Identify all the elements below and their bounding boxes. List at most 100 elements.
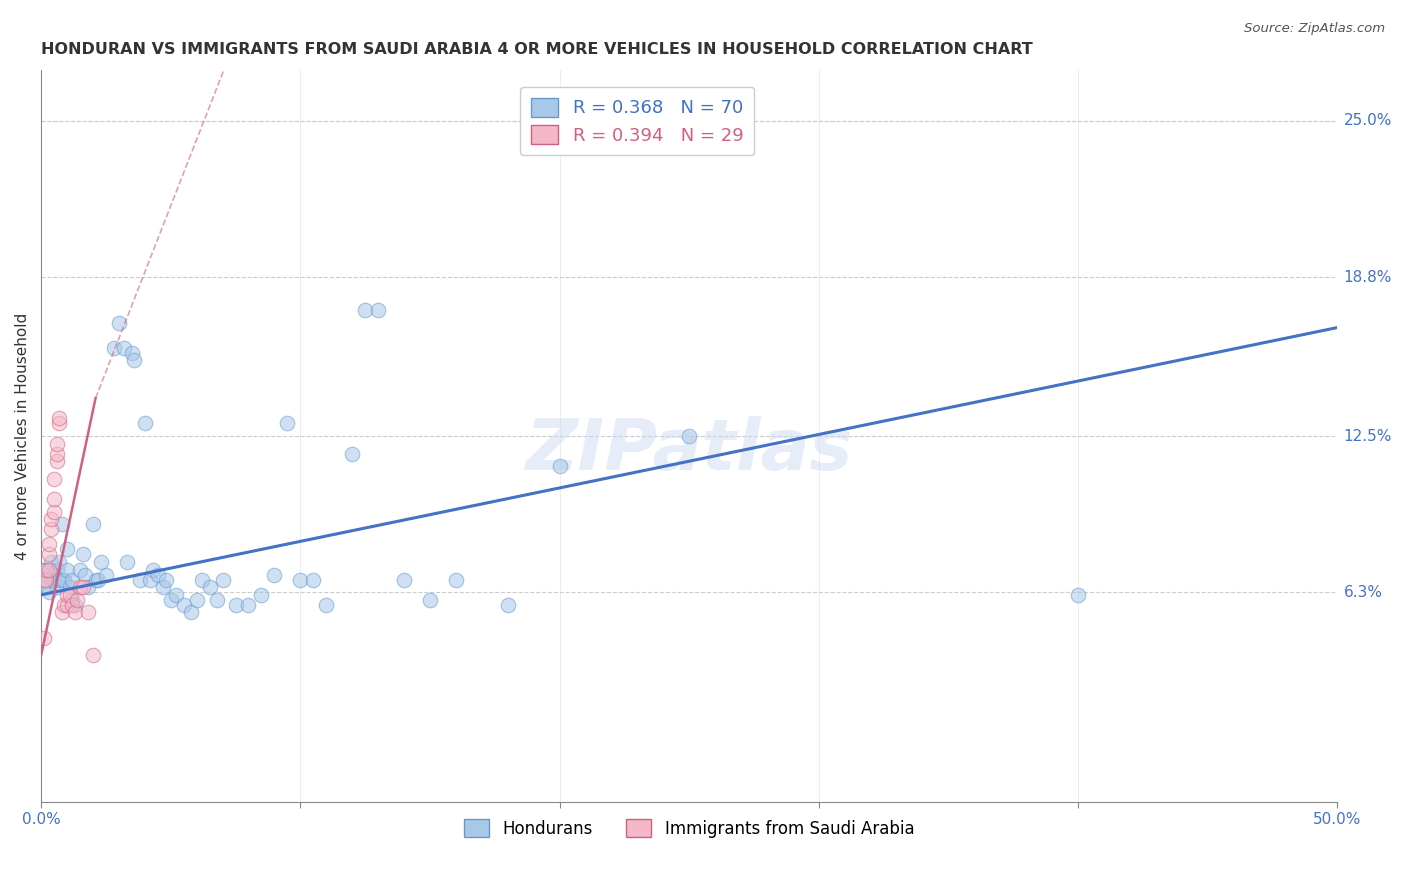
Y-axis label: 4 or more Vehicles in Household: 4 or more Vehicles in Household [15, 312, 30, 559]
Point [60, 573, 83, 587]
Point [367, 302, 389, 317]
Point [165, 588, 187, 602]
Point [48, 411, 70, 425]
Point [63, 598, 86, 612]
Point [72, 548, 94, 562]
Point [59, 580, 82, 594]
Point [76, 580, 98, 594]
Point [82, 517, 104, 532]
Point [60, 598, 83, 612]
Point [354, 302, 377, 317]
Point [159, 593, 181, 607]
Point [32, 563, 55, 577]
Point [152, 580, 174, 594]
Point [75, 567, 97, 582]
Text: 18.8%: 18.8% [1344, 269, 1392, 285]
Point [142, 563, 165, 577]
Point [191, 573, 214, 587]
Point [115, 555, 138, 569]
Point [45, 454, 67, 468]
Point [51, 606, 73, 620]
Point [69, 580, 91, 594]
Point [42, 505, 65, 519]
Point [42, 573, 65, 587]
Point [207, 593, 229, 607]
Point [139, 573, 162, 587]
Point [238, 598, 260, 612]
Point [38, 537, 60, 551]
Point [128, 573, 150, 587]
Point [155, 573, 177, 587]
Point [42, 491, 65, 506]
Point [41, 573, 63, 587]
Point [56, 598, 79, 612]
Point [53, 598, 76, 612]
Point [146, 567, 169, 582]
Point [76, 606, 98, 620]
Point [108, 316, 131, 330]
Text: 12.5%: 12.5% [1344, 428, 1392, 443]
Point [82, 648, 104, 663]
Point [290, 573, 312, 587]
Point [124, 353, 146, 368]
Point [678, 429, 700, 443]
Text: Source: ZipAtlas.com: Source: ZipAtlas.com [1244, 22, 1385, 36]
Point [211, 573, 233, 587]
Point [32, 573, 55, 587]
Text: 25.0%: 25.0% [1344, 113, 1392, 128]
Point [38, 585, 60, 599]
Point [45, 563, 67, 577]
Point [38, 563, 60, 577]
Point [59, 588, 82, 602]
Point [41, 512, 63, 526]
Point [48, 417, 70, 431]
Point [56, 588, 79, 602]
Point [48, 573, 70, 587]
Point [496, 598, 519, 612]
Point [112, 341, 135, 355]
Point [186, 593, 208, 607]
Point [103, 341, 125, 355]
Point [41, 555, 63, 569]
Point [134, 417, 156, 431]
Point [250, 588, 273, 602]
Point [419, 593, 441, 607]
Point [51, 517, 73, 532]
Point [35, 563, 58, 577]
Point [180, 606, 202, 620]
Point [84, 573, 107, 587]
Point [41, 522, 63, 536]
Point [72, 580, 94, 594]
Point [66, 593, 89, 607]
Point [548, 459, 571, 474]
Point [45, 447, 67, 461]
Point [198, 580, 221, 594]
Text: 6.3%: 6.3% [1344, 585, 1382, 599]
Point [45, 436, 67, 450]
Point [276, 417, 298, 431]
Text: ZIPatlas: ZIPatlas [526, 417, 853, 485]
Point [60, 593, 83, 607]
Point [340, 447, 363, 461]
Point [32, 631, 55, 645]
Point [35, 573, 58, 587]
Point [63, 606, 86, 620]
Point [444, 573, 467, 587]
Text: HONDURAN VS IMMIGRANTS FROM SAUDI ARABIA 4 OR MORE VEHICLES IN HOUSEHOLD CORRELA: HONDURAN VS IMMIGRANTS FROM SAUDI ARABIA… [41, 42, 1033, 57]
Point [90, 555, 112, 569]
Point [173, 598, 195, 612]
Point [392, 573, 415, 587]
Point [121, 346, 143, 360]
Point [38, 567, 60, 582]
Point [42, 567, 65, 582]
Point [35, 580, 58, 594]
Point [48, 555, 70, 569]
Point [53, 573, 76, 587]
Point [315, 598, 337, 612]
Point [45, 580, 67, 594]
Point [51, 573, 73, 587]
Point [87, 573, 110, 587]
Point [94, 567, 117, 582]
Point [69, 563, 91, 577]
Point [1067, 588, 1090, 602]
